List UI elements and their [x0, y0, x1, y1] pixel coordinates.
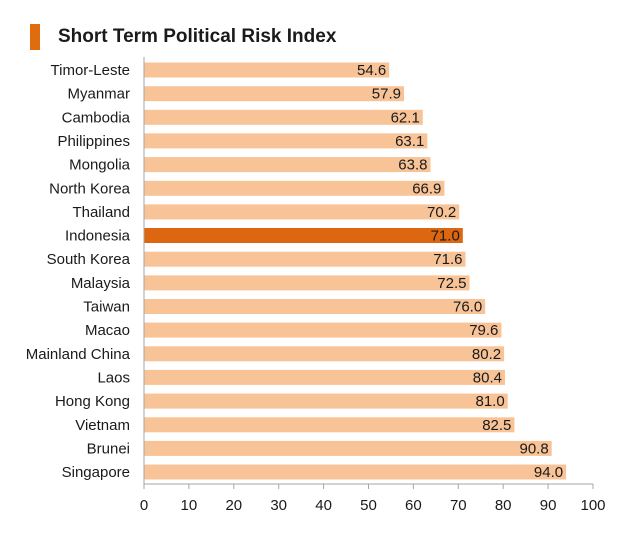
data-label: 62.1: [391, 109, 420, 126]
bar: [144, 440, 552, 456]
data-label: 76.0: [453, 299, 482, 316]
x-tick-label: 0: [140, 497, 148, 514]
data-label: 79.6: [469, 322, 498, 339]
category-label: Brunei: [87, 440, 130, 457]
category-label: Malaysia: [71, 275, 131, 292]
category-label: Thailand: [72, 204, 130, 221]
data-label: 63.8: [398, 157, 427, 174]
data-label: 81.0: [475, 393, 504, 410]
category-label: Mainland China: [26, 346, 131, 363]
data-label: 82.5: [482, 417, 511, 434]
data-label: 90.8: [519, 440, 548, 457]
bar: [144, 109, 423, 125]
bar: [144, 86, 404, 102]
category-label: Mongolia: [69, 157, 131, 174]
x-tick-label: 90: [540, 497, 557, 514]
data-label: 71.6: [433, 251, 462, 268]
bar: [144, 251, 466, 267]
bar: [144, 417, 515, 433]
category-label: Myanmar: [67, 86, 130, 103]
bar: [144, 228, 463, 243]
category-label: Indonesia: [65, 228, 131, 245]
x-tick-label: 30: [270, 497, 287, 514]
category-label: Timor-Leste: [51, 62, 130, 79]
category-label: Hong Kong: [55, 393, 130, 410]
bar: [144, 157, 431, 173]
x-tick-label: 100: [580, 497, 605, 514]
chart-title: Short Term Political Risk Index: [58, 26, 337, 47]
bar: [144, 299, 486, 314]
data-label: 70.2: [427, 204, 456, 221]
data-label: 94.0: [534, 464, 563, 481]
x-tick-label: 50: [360, 497, 377, 514]
title-accent-bar: [30, 24, 40, 50]
bar: [144, 133, 428, 149]
x-tick-label: 40: [315, 497, 332, 514]
bar: [144, 464, 567, 480]
category-label: Singapore: [62, 464, 130, 481]
bar: [144, 369, 505, 385]
data-label: 63.1: [395, 133, 424, 150]
category-label: Macao: [85, 322, 130, 339]
category-label: Cambodia: [62, 109, 131, 126]
bar: [144, 322, 502, 338]
data-label: 80.4: [473, 369, 502, 386]
bar: [144, 393, 508, 409]
bar: [144, 346, 505, 362]
bar: [144, 62, 390, 78]
data-label: 57.9: [372, 86, 401, 103]
bar: [144, 275, 470, 291]
x-tick-label: 60: [405, 497, 422, 514]
category-label: Taiwan: [83, 299, 130, 316]
category-label: Vietnam: [75, 417, 130, 434]
data-label: 54.6: [357, 62, 386, 79]
x-tick-label: 80: [495, 497, 512, 514]
x-tick-label: 70: [450, 497, 467, 514]
data-label: 72.5: [437, 275, 466, 292]
category-label: North Korea: [49, 180, 131, 197]
category-label: South Korea: [47, 251, 131, 268]
bar: [144, 180, 445, 196]
x-tick-label: 10: [181, 497, 198, 514]
data-label: 80.2: [472, 346, 501, 363]
data-label: 71.0: [431, 228, 460, 245]
data-label: 66.9: [412, 180, 441, 197]
x-tick-label: 20: [225, 497, 242, 514]
category-label: Philippines: [57, 133, 130, 150]
bar: [144, 204, 460, 220]
category-label: Laos: [97, 369, 130, 386]
